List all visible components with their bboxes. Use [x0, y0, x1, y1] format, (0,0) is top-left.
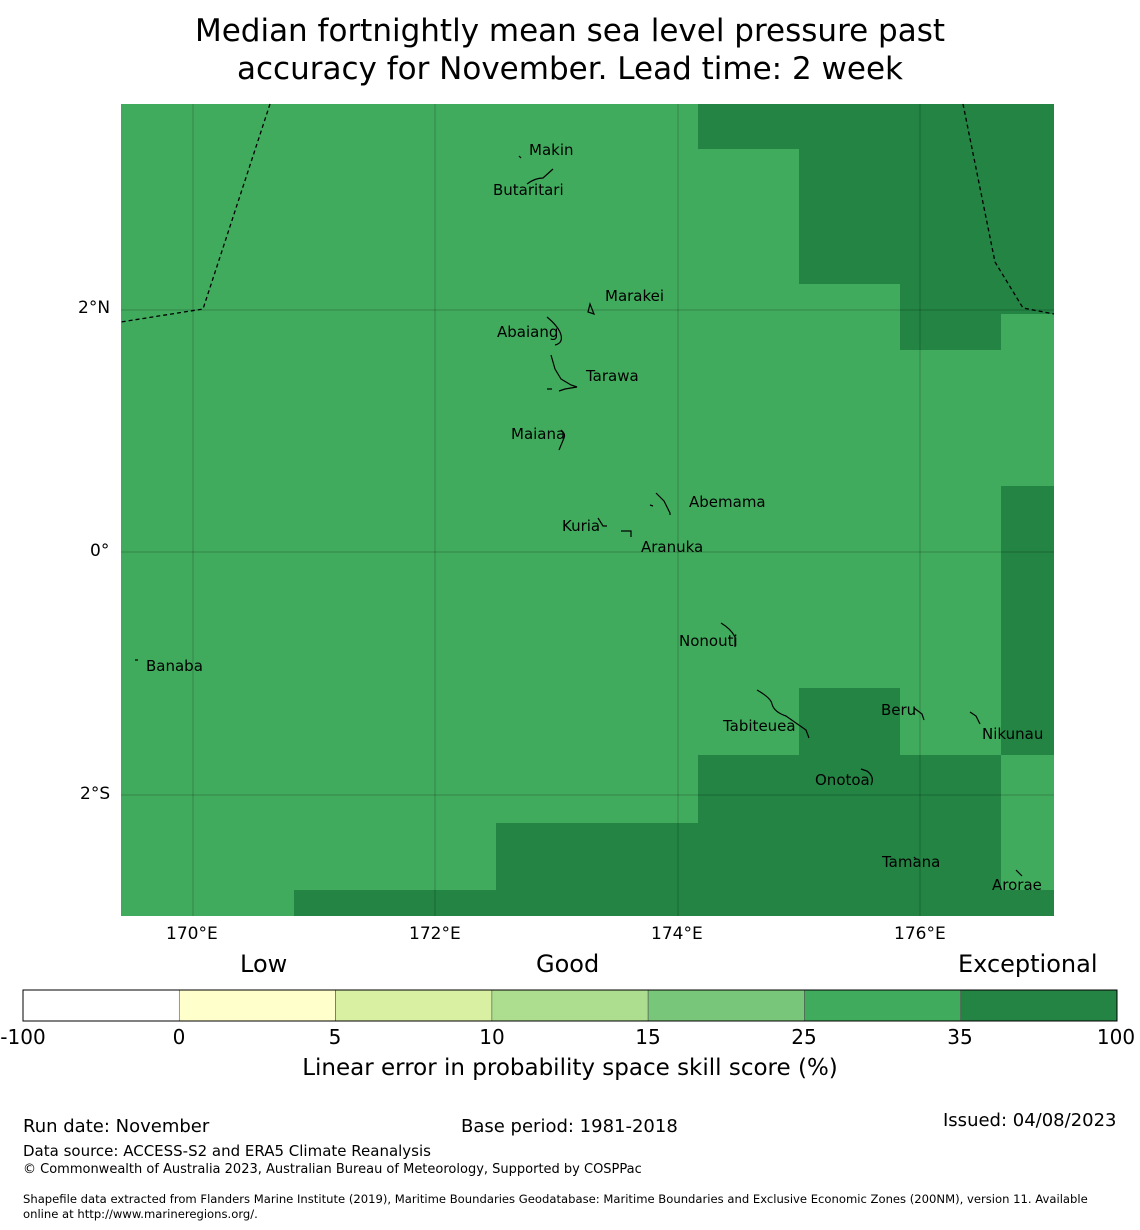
- chart-title-line1: Median fortnightly mean sea level pressu…: [194, 13, 946, 49]
- island-label-banaba: Banaba: [146, 657, 203, 675]
- colorbar-segment: [647, 989, 805, 1022]
- island-label-nikunau: Nikunau: [982, 725, 1044, 743]
- island-label-butaritari: Butaritari: [493, 181, 564, 199]
- issued-date: Issued: 04/08/2023: [943, 1110, 1117, 1131]
- category-low: Low: [240, 950, 288, 978]
- colorbar-border: [22, 989, 1118, 1022]
- island-label-marakei: Marakei: [605, 287, 665, 305]
- lon-tick-170: 170°E: [166, 924, 218, 944]
- copyright: © Commonwealth of Australia 2023, Austra…: [23, 1162, 642, 1177]
- lat-tick-2s: 2°S: [80, 784, 111, 804]
- island-label-beru: Beru: [881, 701, 917, 719]
- island-label-abemama: Abemama: [689, 493, 766, 511]
- colorbar-segment: [22, 989, 180, 1022]
- island-label-maiana: Maiana: [511, 425, 566, 443]
- island-label-kuria: Kuria: [562, 517, 601, 535]
- category-good: Good: [536, 950, 600, 978]
- island-label-onotoa: Onotoa: [815, 771, 870, 789]
- island-label-tabiteuea: Tabiteuea: [723, 717, 796, 735]
- lat-tick-2n: 2°N: [78, 298, 111, 318]
- shapefile-credit-line2: online at http://www.marineregions.org/.: [23, 1207, 258, 1221]
- island-label-nonouti: Nonouti: [679, 632, 738, 650]
- lat-tick-0: 0°: [90, 541, 110, 561]
- lon-tick-172: 172°E: [409, 924, 461, 944]
- colorbar-tick: 5: [328, 1025, 342, 1049]
- colorbar-segment: [335, 989, 493, 1022]
- graticule: [121, 104, 1054, 916]
- colorbar-segment: [804, 989, 962, 1022]
- island-label-tamana: Tamana: [882, 853, 941, 871]
- lon-tick-174: 174°E: [651, 924, 703, 944]
- colorbar: [22, 989, 1118, 1022]
- colorbar-segment: [491, 989, 649, 1022]
- shapefile-credit-line1: Shapefile data extracted from Flanders M…: [23, 1192, 1088, 1206]
- colorbar-label: Linear error in probability space skill …: [302, 1055, 838, 1081]
- colorbar-tick: 0: [172, 1025, 186, 1049]
- island-label-aranuka: Aranuka: [641, 538, 704, 556]
- run-date: Run date: November: [23, 1116, 210, 1137]
- high-skill-region: [294, 104, 1054, 916]
- island-shapes: [135, 155, 1023, 877]
- island-label-arorae: Arorae: [992, 876, 1042, 894]
- colorbar-segment: [178, 989, 336, 1022]
- colorbar-segment: [960, 989, 1118, 1022]
- island-label-tarawa: Tarawa: [586, 367, 639, 385]
- colorbar-tick: 10: [479, 1025, 505, 1049]
- base-period: Base period: 1981-2018: [461, 1116, 678, 1137]
- island-label-abaiang: Abaiang: [497, 323, 559, 341]
- colorbar-tick: 100: [1096, 1025, 1136, 1049]
- colorbar-tick: 15: [635, 1025, 661, 1049]
- chart-title-line2: accuracy for November. Lead time: 2 week: [236, 51, 903, 87]
- data-source: Data source: ACCESS-S2 and ERA5 Climate …: [23, 1142, 431, 1160]
- eez-boundary: [120, 103, 1055, 323]
- lon-tick-176: 176°E: [894, 924, 946, 944]
- colorbar-tick: 35: [947, 1025, 973, 1049]
- category-exceptional: Exceptional: [958, 950, 1098, 978]
- colorbar-tick: -100: [0, 1025, 46, 1049]
- island-label-makin: Makin: [529, 141, 574, 159]
- colorbar-tick: 25: [791, 1025, 817, 1049]
